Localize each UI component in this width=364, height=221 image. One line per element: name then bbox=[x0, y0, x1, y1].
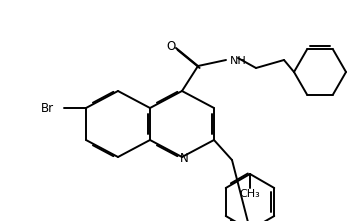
Text: N: N bbox=[179, 152, 189, 166]
Text: Br: Br bbox=[41, 101, 54, 114]
Text: NH: NH bbox=[230, 56, 247, 66]
Text: CH₃: CH₃ bbox=[240, 189, 260, 199]
Text: O: O bbox=[166, 40, 175, 53]
